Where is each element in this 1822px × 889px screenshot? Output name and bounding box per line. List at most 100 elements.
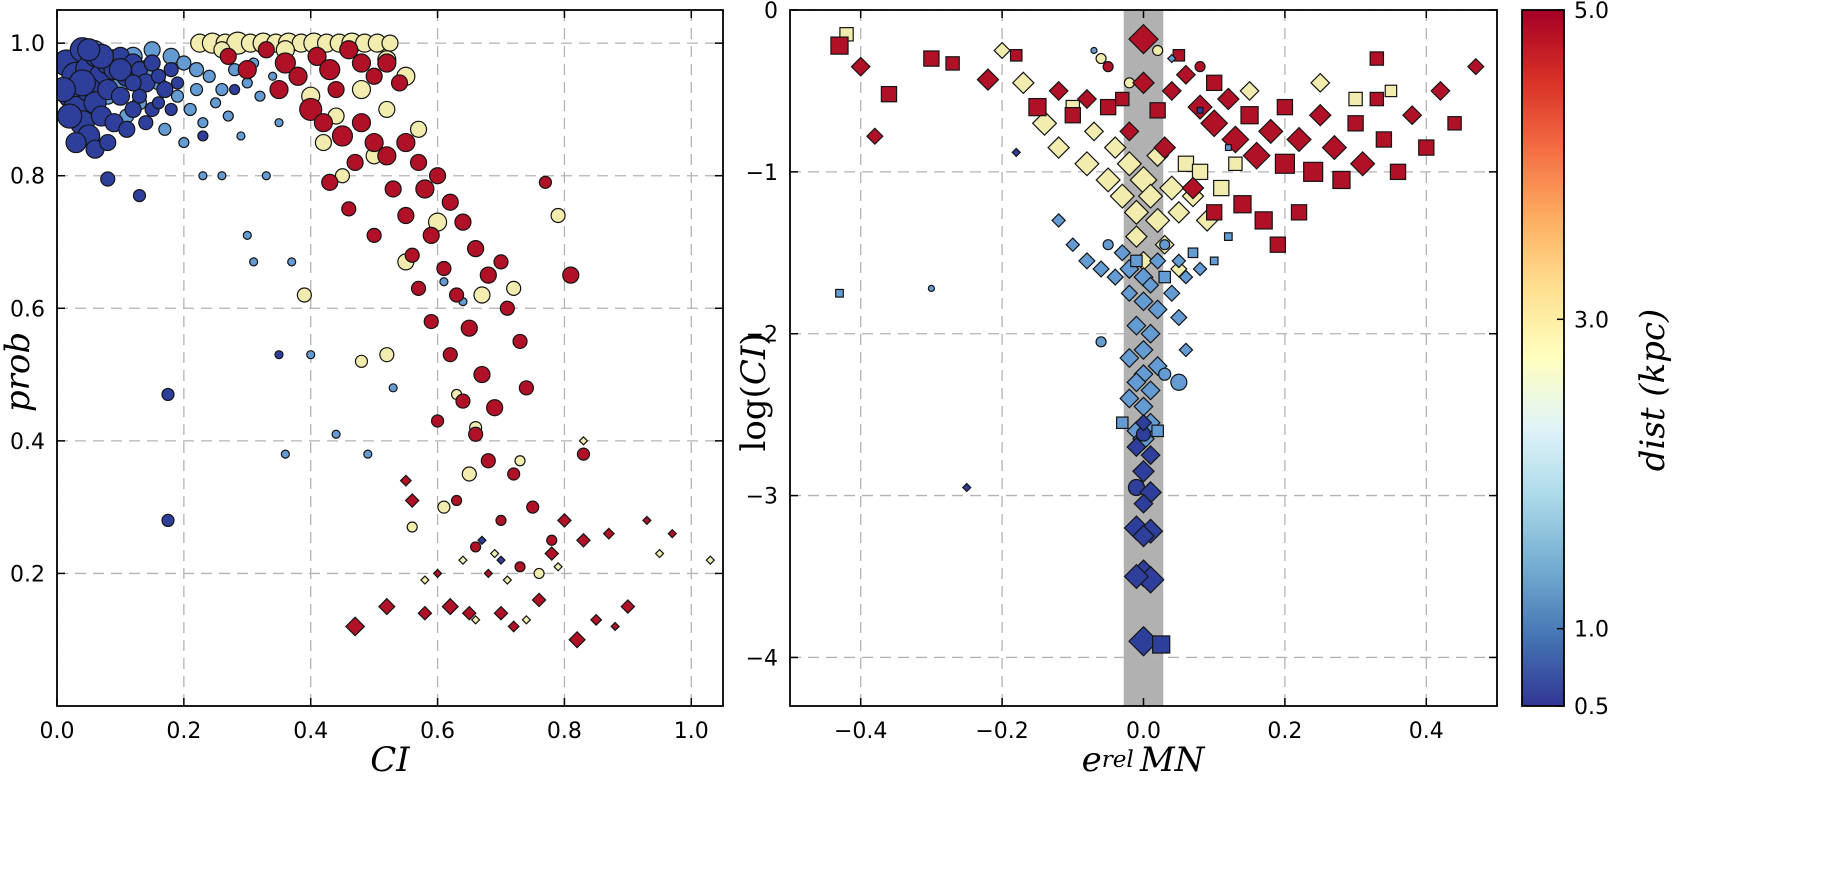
data-point [506,280,522,296]
data-point [473,365,491,384]
data-point [229,83,241,96]
right-panel: −0.4 −0.2 0.0 0.2 0.4 0 −1 −2 −3 −4 [746,0,1498,744]
colorbar-label: dist (kpc) [1631,285,1675,495]
data-point [378,100,396,119]
data-point [314,133,332,152]
data-point [183,102,197,117]
data-point [1467,57,1485,76]
data-point [428,167,447,185]
data-point [1011,147,1022,158]
data-point [1223,232,1233,242]
data-point [1254,211,1273,230]
data-point [288,66,308,86]
grid-lines [56,10,723,706]
data-point [377,146,397,166]
data-point [143,54,161,72]
data-point [409,153,428,172]
y-tick-label: −1 [746,161,778,186]
data-point [1200,109,1229,138]
data-point [274,118,284,128]
data-point [176,55,192,71]
data-point [1430,80,1451,102]
data-point [705,555,716,565]
data-point [1447,116,1462,131]
data-point [1048,80,1069,102]
data-point [280,449,290,459]
data-point [1083,121,1105,142]
data-point [108,58,133,82]
data-point [1402,105,1423,126]
data-point [486,399,504,417]
data-point [178,136,190,149]
right-xlabel-base: e [1081,740,1102,780]
data-point [209,97,222,109]
data-point [590,613,603,626]
data-point [331,125,354,147]
data-point [1126,372,1147,393]
data-point [1181,176,1205,200]
data-point [65,131,87,154]
data-point [1163,284,1181,303]
data-point [254,90,266,102]
data-point [538,175,553,189]
data-point [1011,71,1035,95]
data-point [473,286,491,304]
data-point [1031,110,1058,137]
data-point [378,597,396,616]
x-tick-label: 0.4 [293,719,328,744]
data-point [1194,61,1206,73]
data-point [1095,167,1121,193]
data-point [1303,161,1324,182]
colorbar-tick-label: 3.0 [1574,308,1609,333]
data-point [495,514,507,527]
data-point [1269,236,1287,253]
data-point [496,555,506,565]
data-point [451,494,463,507]
data-point [620,599,636,615]
data-point [1209,256,1219,266]
data-point [1130,254,1143,268]
data-point [1213,179,1230,197]
data-point [1242,141,1271,170]
data-point [138,115,154,131]
data-point [1153,136,1177,159]
data-point [576,447,591,461]
data-point [1148,252,1167,270]
data-point [422,226,440,244]
data-point [546,534,558,546]
data-point [241,77,253,89]
data-point [1177,155,1195,172]
data-point [514,561,526,573]
data-point [439,277,449,287]
data-point [449,287,465,303]
data-point [334,168,351,184]
data-point [151,96,166,110]
data-point [1119,121,1140,142]
data-point [274,52,296,74]
y-tick-label: −3 [746,485,778,510]
data-points [57,31,716,649]
data-point [1170,373,1188,391]
data-point [830,36,849,55]
data-point [217,171,227,181]
data-point [602,527,615,540]
data-point [257,41,275,59]
data-point [307,46,327,67]
data-point [1347,115,1364,132]
data-point [1128,23,1159,55]
data-point [1224,144,1232,152]
data-point [483,568,494,579]
data-point [927,284,936,292]
data-point [197,117,209,129]
x-tick-label: 0.4 [1409,719,1444,744]
x-tick-label: 0.2 [1267,719,1302,744]
data-point [1205,204,1223,221]
y-tick-label: 1.0 [10,32,45,57]
data-point [850,56,871,77]
data-point [1205,74,1223,92]
data-point [404,493,420,508]
data-point [131,88,148,104]
data-point [1349,151,1376,177]
data-point [124,100,142,119]
